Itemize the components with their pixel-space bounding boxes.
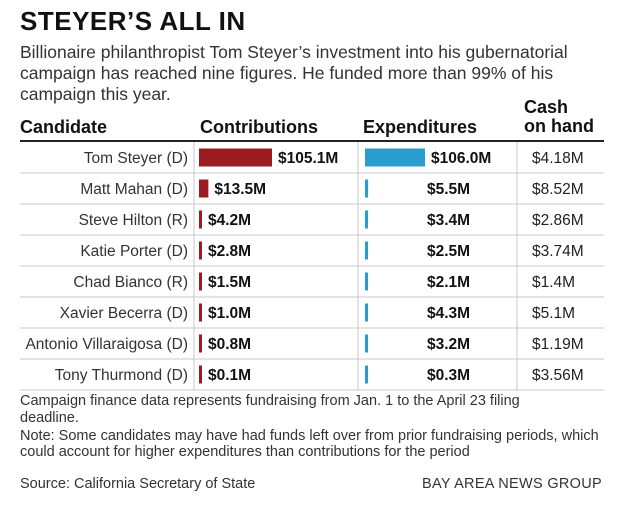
- expenditure-bar: [365, 272, 368, 291]
- column-header-candidate: Candidate: [20, 117, 108, 137]
- candidate-name: Tom Steyer (D): [84, 150, 188, 167]
- expenditure-value-label: $5.5M: [427, 181, 470, 198]
- cash-header-line2: on hand: [524, 116, 594, 136]
- contribution-value-label: $2.8M: [208, 243, 251, 260]
- contribution-bar: [199, 365, 202, 384]
- contribution-value-label: $13.5M: [214, 181, 266, 198]
- expenditure-bar: [365, 241, 368, 260]
- contribution-value-label: $1.5M: [208, 274, 251, 291]
- expenditure-value-label: $106.0M: [431, 150, 491, 167]
- candidate-name: Matt Mahan (D): [80, 181, 188, 198]
- cash-on-hand-value: $2.86M: [532, 212, 584, 229]
- contribution-bar: [199, 241, 202, 260]
- expenditure-bar: [365, 303, 368, 322]
- expenditure-bar: [365, 148, 425, 167]
- cash-on-hand-value: $3.74M: [532, 243, 584, 260]
- expenditure-bar: [365, 179, 369, 198]
- expenditure-value-label: $3.2M: [427, 336, 470, 353]
- cash-on-hand-value: $1.19M: [532, 336, 584, 353]
- footnote-note: Note: Some candidates may have had funds…: [20, 428, 599, 460]
- expenditure-value-label: $2.5M: [427, 243, 470, 260]
- expenditure-value-label: $4.3M: [427, 305, 470, 322]
- contribution-bar: [199, 179, 209, 198]
- contribution-value-label: $0.1M: [208, 367, 251, 384]
- cash-header-line1: Cash: [524, 97, 569, 117]
- contribution-bar: [199, 148, 272, 167]
- contribution-value-label: $4.2M: [208, 212, 251, 229]
- candidate-name: Tony Thurmond (D): [55, 367, 188, 384]
- expenditure-bar: [365, 365, 368, 384]
- expenditure-bar: [365, 334, 368, 353]
- contribution-bar: [199, 334, 202, 353]
- contribution-bar: [199, 272, 202, 291]
- expenditure-bar: [365, 210, 368, 229]
- cash-on-hand-value: $3.56M: [532, 367, 584, 384]
- cash-on-hand-value: $1.4M: [532, 274, 575, 291]
- column-header-expenditures: Expenditures: [363, 117, 478, 137]
- contribution-value-label: $1.0M: [208, 305, 251, 322]
- source-line: Source: California Secretary of State: [20, 476, 256, 492]
- column-header-contributions: Contributions: [200, 117, 318, 137]
- expenditure-value-label: $2.1M: [427, 274, 470, 291]
- cash-on-hand-value: $4.18M: [532, 150, 584, 167]
- chart-title: STEYER’S ALL IN: [20, 6, 246, 36]
- contribution-value-label: $0.8M: [208, 336, 251, 353]
- chart-subtitle: Billionaire philanthropist Tom Steyer’s …: [20, 42, 568, 104]
- cash-on-hand-value: $5.1M: [532, 305, 575, 322]
- candidate-name: Steve Hilton (R): [79, 212, 188, 229]
- candidate-name: Xavier Becerra (D): [60, 305, 188, 322]
- cash-on-hand-value: $8.52M: [532, 181, 584, 198]
- credit-line: BAY AREA NEWS GROUP: [421, 476, 602, 492]
- candidate-name: Chad Bianco (R): [73, 274, 188, 291]
- contribution-bar: [199, 303, 202, 322]
- candidate-name: Antonio Villaraigosa (D): [25, 336, 188, 353]
- column-header-cash-on-hand: Cash on hand: [524, 98, 604, 136]
- header-rule: [20, 140, 604, 142]
- expenditure-value-label: $0.3M: [427, 367, 470, 384]
- footnote-data-range: Campaign finance data represents fundrai…: [20, 393, 520, 426]
- contribution-value-label: $105.1M: [278, 150, 338, 167]
- expenditure-value-label: $3.4M: [427, 212, 470, 229]
- contribution-bar: [199, 210, 202, 229]
- candidate-name: Katie Porter (D): [80, 243, 188, 260]
